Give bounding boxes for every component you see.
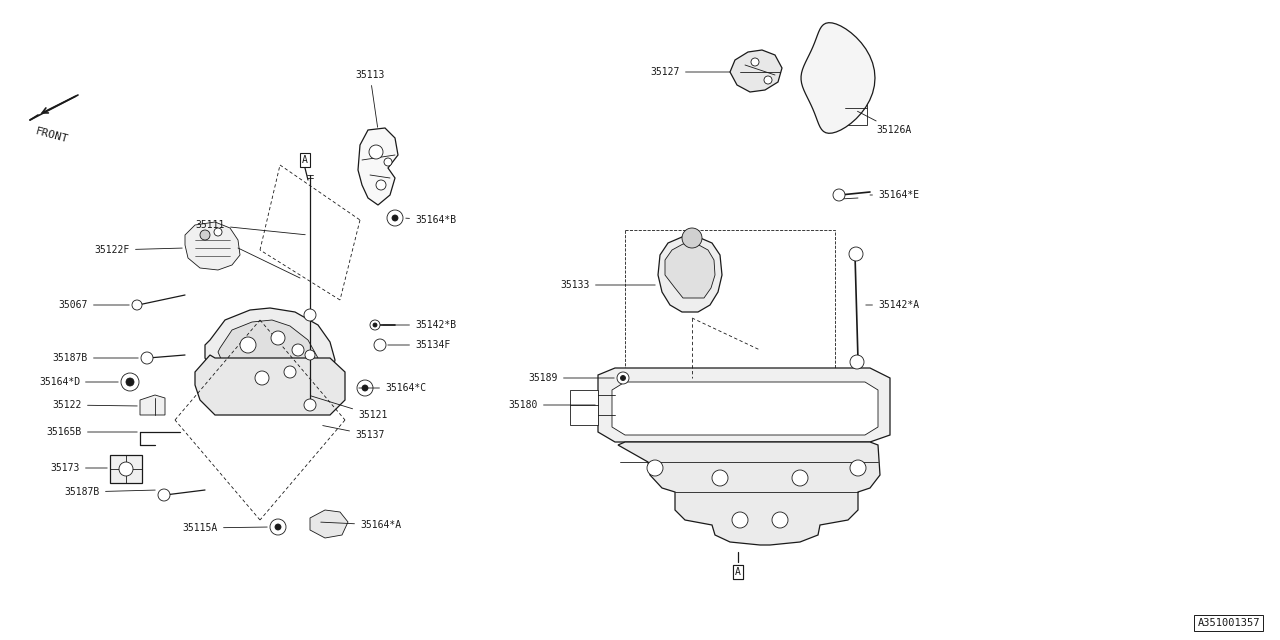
- Polygon shape: [310, 510, 348, 538]
- Circle shape: [275, 524, 282, 530]
- Text: 35164*A: 35164*A: [321, 520, 401, 530]
- Circle shape: [392, 215, 398, 221]
- Polygon shape: [658, 237, 722, 312]
- Text: 35180: 35180: [508, 400, 595, 410]
- Text: A: A: [735, 567, 741, 577]
- Circle shape: [792, 470, 808, 486]
- Text: 35115A: 35115A: [183, 523, 268, 533]
- Polygon shape: [195, 355, 346, 415]
- Text: 35187B: 35187B: [65, 487, 155, 497]
- Circle shape: [241, 337, 256, 353]
- Circle shape: [712, 470, 728, 486]
- Circle shape: [849, 247, 863, 261]
- Text: A351001357: A351001357: [1198, 618, 1260, 628]
- Text: 35134F: 35134F: [388, 340, 451, 350]
- Text: 35142*B: 35142*B: [383, 320, 456, 330]
- Bar: [845, 95, 867, 125]
- Polygon shape: [140, 395, 165, 415]
- Circle shape: [271, 331, 285, 345]
- Bar: [110, 455, 142, 483]
- Polygon shape: [205, 308, 335, 408]
- Polygon shape: [666, 244, 716, 298]
- Circle shape: [255, 371, 269, 385]
- Circle shape: [292, 344, 305, 356]
- Circle shape: [617, 372, 628, 384]
- Text: 35164*B: 35164*B: [406, 215, 456, 225]
- Circle shape: [305, 350, 315, 360]
- Circle shape: [122, 373, 140, 391]
- Circle shape: [125, 378, 134, 386]
- Polygon shape: [618, 442, 881, 545]
- Text: 35122: 35122: [52, 400, 137, 410]
- Text: 35067: 35067: [59, 300, 129, 310]
- Circle shape: [119, 462, 133, 476]
- Text: 35142*A: 35142*A: [865, 300, 919, 310]
- Text: 35133: 35133: [561, 280, 655, 290]
- Circle shape: [764, 76, 772, 84]
- Polygon shape: [570, 390, 598, 425]
- Text: 35165B: 35165B: [47, 427, 137, 437]
- Circle shape: [850, 355, 864, 369]
- Polygon shape: [598, 368, 890, 442]
- Polygon shape: [801, 22, 876, 133]
- Circle shape: [141, 352, 154, 364]
- Circle shape: [732, 512, 748, 528]
- Circle shape: [374, 339, 387, 351]
- Text: A: A: [735, 567, 741, 577]
- Circle shape: [214, 228, 221, 236]
- Polygon shape: [612, 382, 878, 435]
- Circle shape: [157, 489, 170, 501]
- Text: FRONT: FRONT: [35, 126, 69, 144]
- Text: 35189: 35189: [529, 373, 614, 383]
- Polygon shape: [218, 320, 317, 394]
- Circle shape: [270, 519, 285, 535]
- Circle shape: [284, 366, 296, 378]
- Circle shape: [387, 210, 403, 226]
- Text: 35173: 35173: [51, 463, 108, 473]
- Bar: [625, 230, 835, 375]
- Circle shape: [372, 323, 378, 327]
- Circle shape: [384, 158, 392, 166]
- Text: 35127: 35127: [650, 67, 730, 77]
- Circle shape: [682, 228, 701, 248]
- Text: 35187B: 35187B: [52, 353, 138, 363]
- Circle shape: [646, 460, 663, 476]
- Text: 35137: 35137: [323, 426, 384, 440]
- Text: 35122F: 35122F: [95, 245, 182, 255]
- Circle shape: [376, 180, 387, 190]
- Circle shape: [200, 230, 210, 240]
- Circle shape: [305, 309, 316, 321]
- Text: 35113: 35113: [356, 70, 385, 127]
- Text: 35164*C: 35164*C: [358, 383, 426, 393]
- Circle shape: [621, 376, 626, 381]
- Circle shape: [751, 58, 759, 66]
- Circle shape: [132, 300, 142, 310]
- Text: 35111: 35111: [196, 220, 305, 235]
- Text: 35164*E: 35164*E: [870, 190, 919, 200]
- Circle shape: [362, 385, 369, 391]
- Text: 35164*D: 35164*D: [38, 377, 118, 387]
- Circle shape: [833, 189, 845, 201]
- Circle shape: [850, 460, 867, 476]
- Circle shape: [305, 399, 316, 411]
- Circle shape: [370, 320, 380, 330]
- Circle shape: [772, 512, 788, 528]
- Text: A: A: [302, 155, 308, 165]
- Polygon shape: [358, 128, 398, 205]
- Text: 35121: 35121: [311, 396, 388, 420]
- Polygon shape: [186, 222, 241, 270]
- Text: 35126A: 35126A: [858, 111, 911, 135]
- Circle shape: [357, 380, 372, 396]
- Circle shape: [369, 145, 383, 159]
- Polygon shape: [730, 50, 782, 92]
